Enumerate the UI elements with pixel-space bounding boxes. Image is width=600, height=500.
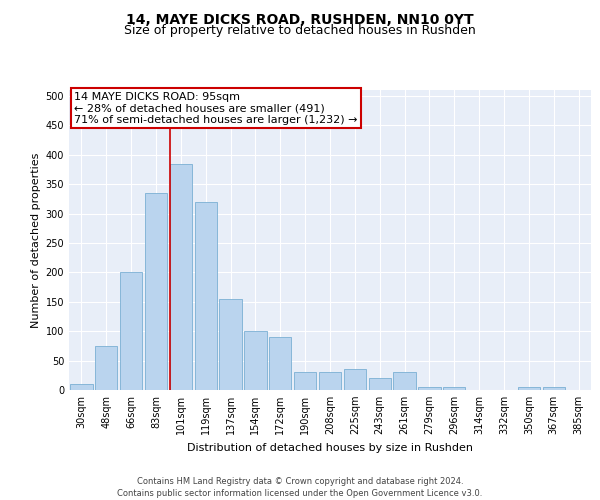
Bar [542,387,565,390]
Y-axis label: Number of detached properties: Number of detached properties [31,152,41,328]
Bar [95,346,118,390]
X-axis label: Distribution of detached houses by size in Rushden: Distribution of detached houses by size … [187,442,473,452]
Bar [443,387,466,390]
Bar [269,337,292,390]
Bar [368,378,391,390]
Bar [170,164,192,390]
Bar [145,193,167,390]
Text: 14 MAYE DICKS ROAD: 95sqm
← 28% of detached houses are smaller (491)
71% of semi: 14 MAYE DICKS ROAD: 95sqm ← 28% of detac… [74,92,358,124]
Bar [194,202,217,390]
Text: Size of property relative to detached houses in Rushden: Size of property relative to detached ho… [124,24,476,37]
Bar [244,331,266,390]
Bar [120,272,142,390]
Bar [518,387,540,390]
Bar [418,387,440,390]
Text: 14, MAYE DICKS ROAD, RUSHDEN, NN10 0YT: 14, MAYE DICKS ROAD, RUSHDEN, NN10 0YT [126,12,474,26]
Bar [319,372,341,390]
Bar [394,372,416,390]
Bar [294,372,316,390]
Text: Contains HM Land Registry data © Crown copyright and database right 2024.
Contai: Contains HM Land Registry data © Crown c… [118,476,482,498]
Bar [344,370,366,390]
Bar [220,299,242,390]
Bar [70,384,92,390]
